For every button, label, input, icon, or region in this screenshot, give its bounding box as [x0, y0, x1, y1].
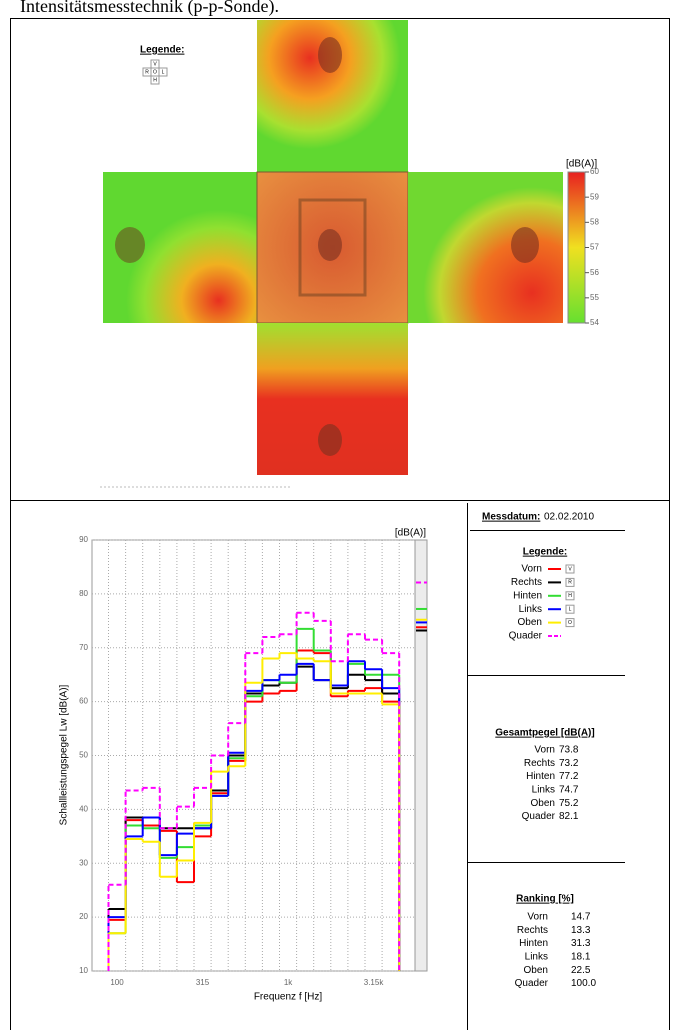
legend-cell-label: R [145, 69, 149, 75]
motor [318, 229, 342, 261]
y-tick-label: 70 [79, 643, 88, 652]
x-axis-label: Frequenz f [Hz] [254, 992, 323, 1003]
ranking-value: 14.7 [571, 912, 591, 923]
ranking-value: 18.1 [571, 952, 591, 963]
total-title: Gesamtpegel [dB(A)] [495, 728, 594, 739]
total-value: 73.8 [559, 745, 579, 756]
y-tick-label: 40 [79, 804, 88, 813]
colorbar-tick-label: 56 [590, 268, 599, 277]
total-name: Hinten [526, 771, 555, 782]
x-tick-label: 3.15k [364, 978, 385, 987]
ranking-name: Quader [515, 978, 549, 989]
total-name: Vorn [534, 745, 555, 756]
y-axis-label: Schallleistungspegel Lw [dB(A)] [59, 684, 70, 825]
legend-cell-label: L [162, 69, 165, 75]
total-column [415, 540, 427, 971]
colorbar-tick-label: 55 [590, 293, 599, 302]
y-tick-label: 80 [79, 589, 88, 598]
legend-code: O [568, 620, 572, 626]
total-name: Oben [531, 798, 555, 809]
ranking-name: Hinten [519, 938, 548, 949]
legend-name: Hinten [513, 590, 542, 601]
heatmap: Legende: [dB(A)] [100, 20, 597, 487]
unit-label: [dB(A)] [395, 528, 426, 539]
total-name: Links [532, 785, 555, 796]
ranking-name: Links [525, 952, 548, 963]
legend-name: Quader [509, 631, 543, 642]
ranking-value: 22.5 [571, 965, 591, 976]
date: 02.02.2010 [544, 512, 594, 523]
ranking-value: 100.0 [571, 978, 596, 989]
x-tick-label: 315 [196, 978, 210, 987]
y-tick-label: 60 [79, 697, 88, 706]
legend-name: Rechts [511, 577, 542, 588]
x-tick-label: 100 [110, 978, 124, 987]
motor [318, 424, 342, 456]
date-label: Messdatum: [482, 512, 540, 523]
ranking-name: Rechts [517, 925, 548, 936]
x-tick-label: 1k [284, 978, 293, 987]
legend-name: Oben [518, 617, 542, 628]
total-value: 75.2 [559, 798, 579, 809]
motor [511, 227, 539, 263]
y-tick-label: 50 [79, 751, 88, 760]
motor [115, 227, 145, 263]
colorbar-tick-label: 59 [590, 192, 599, 201]
ranking-value: 31.3 [571, 938, 591, 949]
legend-cell-label: O [153, 69, 157, 75]
legend-code: L [569, 607, 572, 613]
legend-code: H [568, 593, 572, 599]
chart: Schallleistungspegel Lw [dB(A)] Frequenz… [59, 528, 427, 1003]
face-right [408, 172, 563, 323]
ranking-value: 13.3 [571, 925, 591, 936]
colorbar-tick-label: 54 [590, 318, 599, 327]
total-value: 73.2 [559, 758, 579, 769]
colorbar [568, 172, 585, 323]
y-tick-label: 30 [79, 858, 88, 867]
legend-code: R [568, 580, 572, 586]
legend-cell-label: H [153, 77, 157, 83]
ranking-title: Ranking [%] [516, 894, 574, 905]
legend-title: Legende: [523, 547, 567, 558]
total-name: Quader [522, 811, 556, 822]
colorbar-tick-label: 60 [590, 167, 599, 176]
legend-name: Vorn [521, 564, 542, 575]
ranking-name: Vorn [527, 912, 548, 923]
motor [318, 37, 342, 73]
total-name: Rechts [524, 758, 555, 769]
document: Intensitätsmesstechnik (p-p-Sonde). Lege… [0, 0, 680, 1030]
colorbar-tick-label: 58 [590, 217, 599, 226]
page: Intensitätsmesstechnik (p-p-Sonde). Lege… [0, 0, 680, 1030]
header-text: Intensitätsmesstechnik (p-p-Sonde). [20, 0, 279, 17]
y-tick-label: 90 [79, 535, 88, 544]
y-tick-label: 10 [79, 966, 88, 975]
legend-name: Links [519, 604, 542, 615]
total-value: 74.7 [559, 785, 579, 796]
colorbar-tick-label: 57 [590, 243, 599, 252]
y-tick-label: 20 [79, 912, 88, 921]
ranking-name: Oben [524, 965, 548, 976]
total-value: 82.1 [559, 811, 579, 822]
legend-title: Legende: [140, 45, 184, 56]
total-value: 77.2 [559, 771, 579, 782]
